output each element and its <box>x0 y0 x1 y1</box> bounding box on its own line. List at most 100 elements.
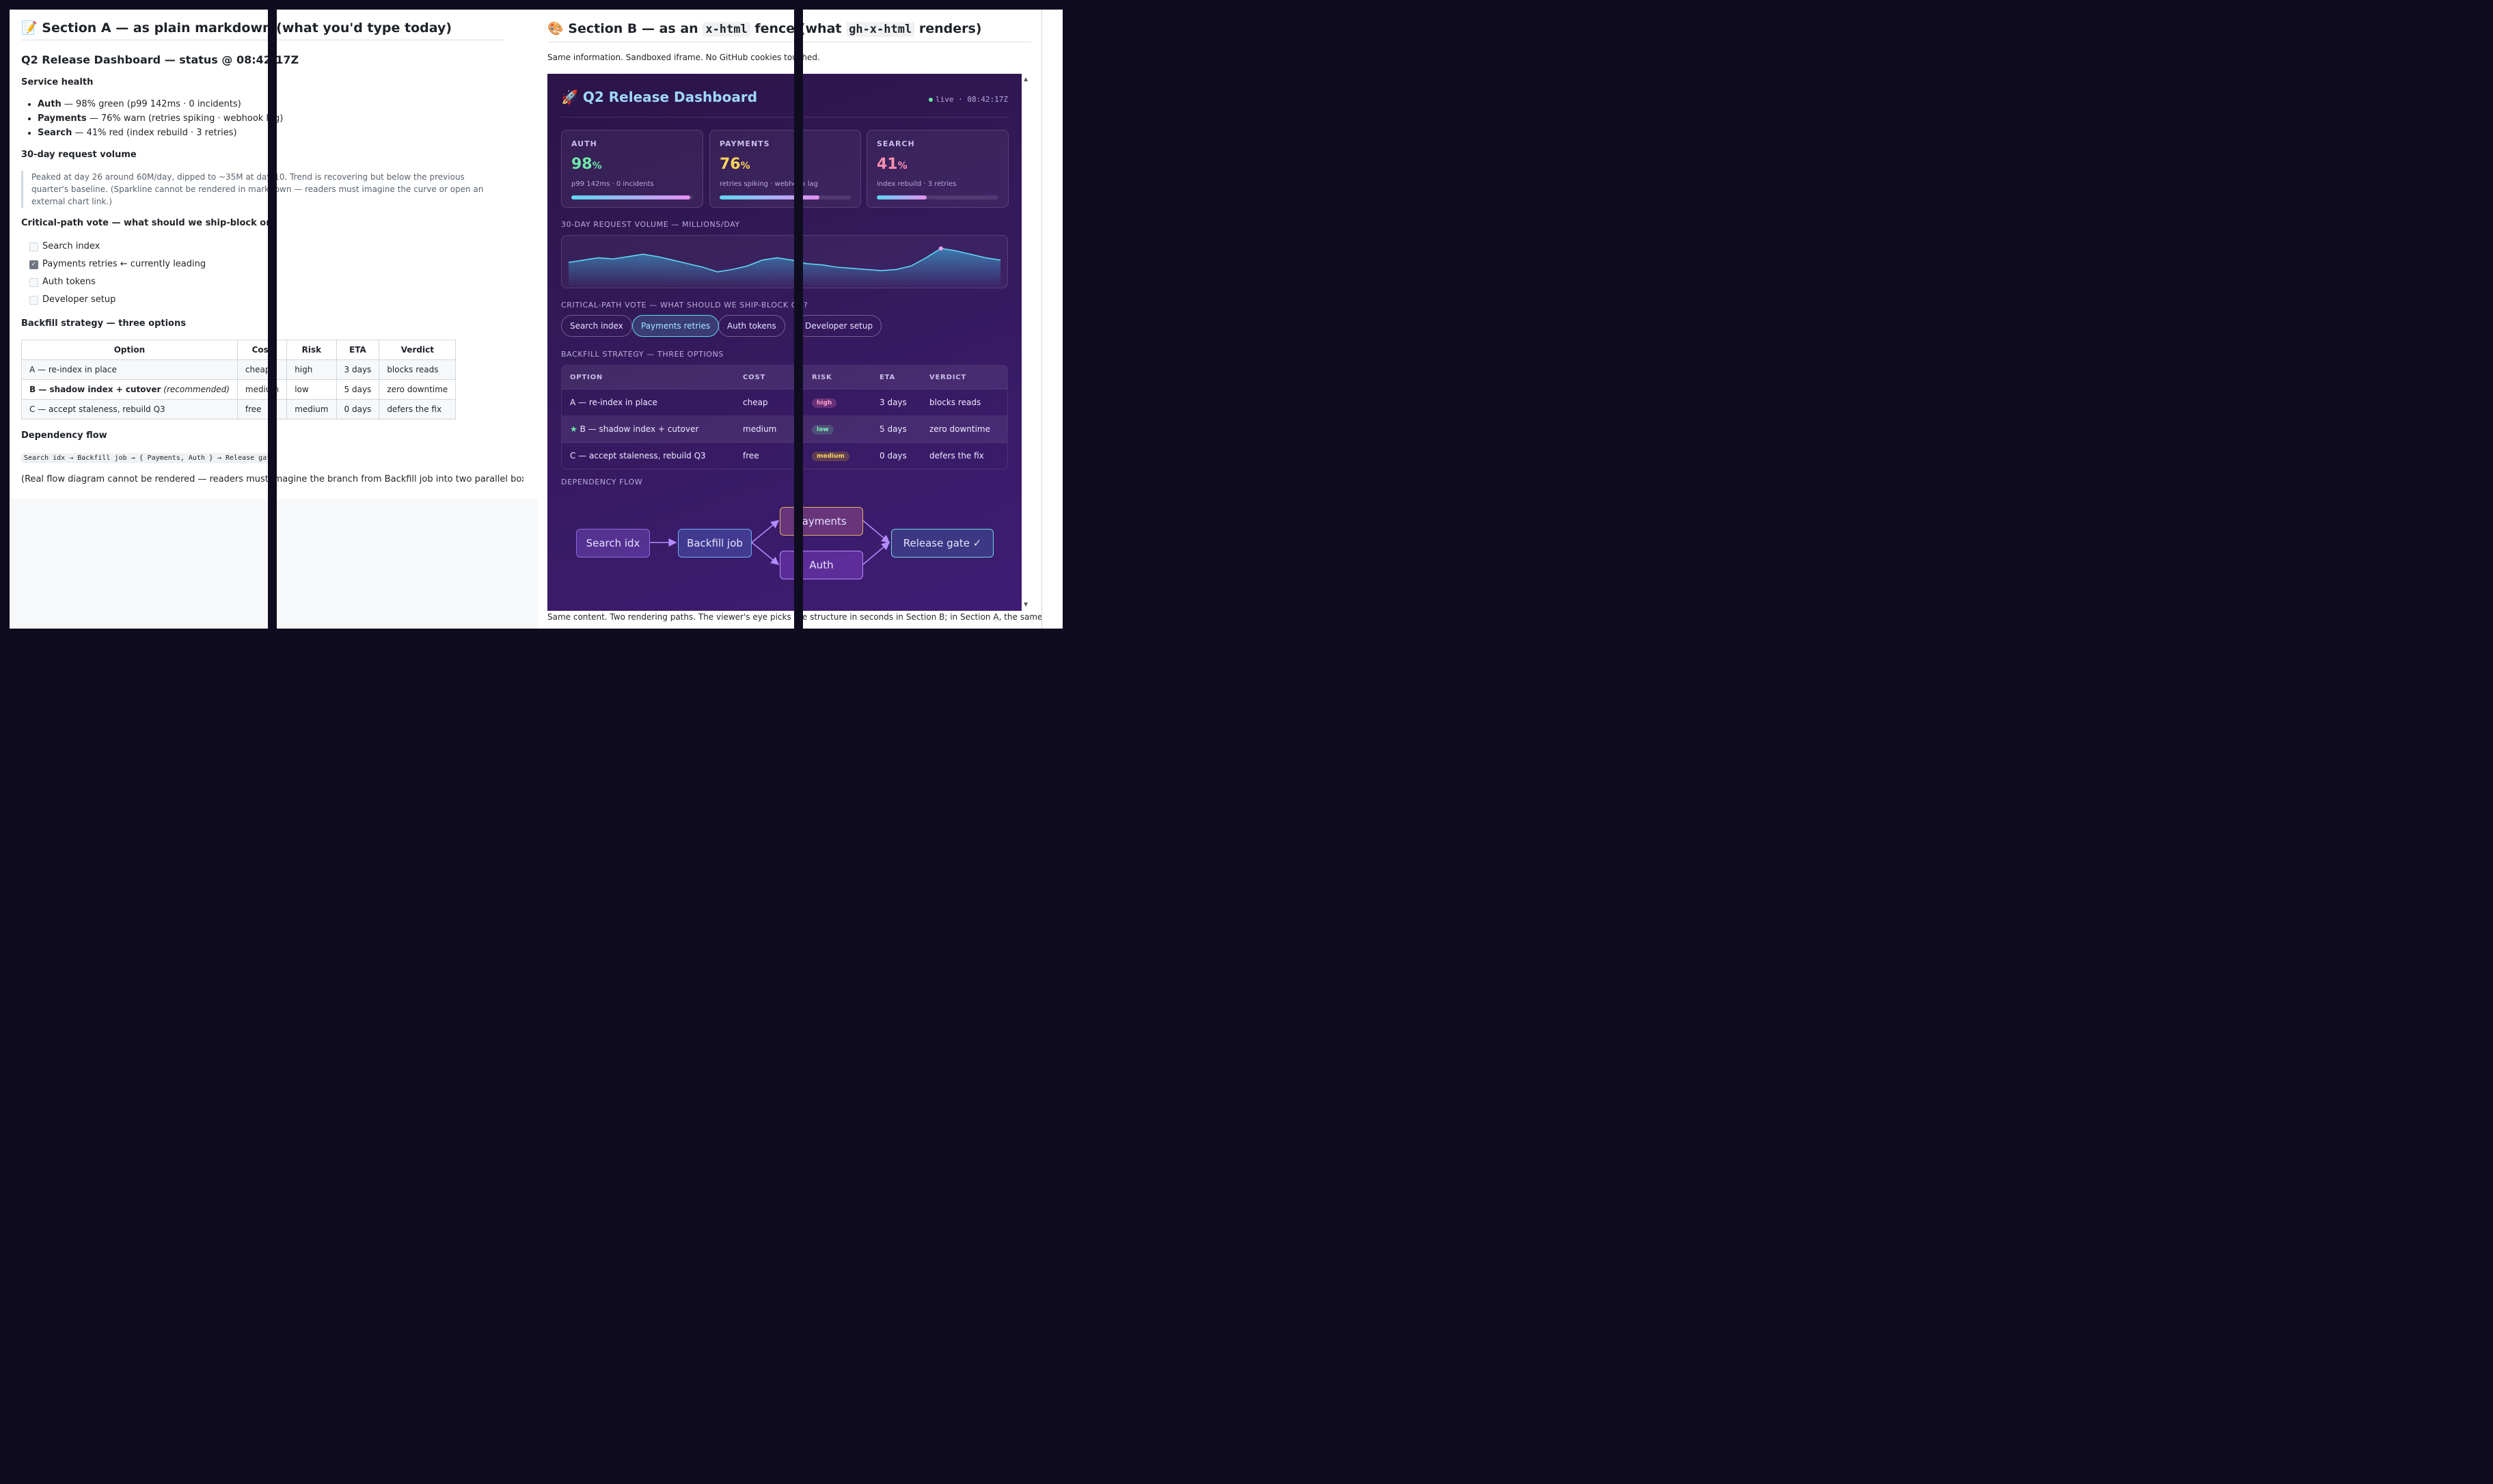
risk-badge: low <box>812 425 834 435</box>
table-cell: 0 days <box>871 442 921 469</box>
risk-badge: high <box>812 398 837 408</box>
table-cell: 3 days <box>871 389 921 416</box>
sparkline-chart <box>561 235 1008 288</box>
list-item: Payments — 76% warn (retries spiking · w… <box>38 113 283 124</box>
section-b-heading: 🎨 Section B — as an x-html fence (what g… <box>547 21 982 37</box>
table-cell: zero downtime <box>921 415 1007 443</box>
occluding-bar <box>268 10 277 629</box>
table-cell: blocks reads <box>921 389 1007 416</box>
table-cell: B — shadow index + cutover (recommended) <box>21 379 238 400</box>
table-cell: low <box>804 415 871 443</box>
column-header: ETA <box>336 340 380 360</box>
table-cell: medium <box>804 442 871 469</box>
card-sub: retries spiking · webhook lag <box>720 180 818 188</box>
list-item: Search — 41% red (index rebuild · 3 retr… <box>38 127 283 139</box>
section-a-heading: 📝 Section A — as plain markdown (what yo… <box>21 20 452 36</box>
right-edge-panel <box>1041 10 1063 629</box>
table-cell: ★ B — shadow index + cutover <box>562 415 735 443</box>
list-item: Auth — 98% green (p99 142ms · 0 incident… <box>38 98 283 110</box>
series-area <box>569 248 1000 288</box>
card-value: 41% <box>877 156 908 173</box>
table-cell: zero downtime <box>379 379 457 400</box>
scroll-up-icon[interactable]: ▲ <box>1024 76 1028 82</box>
health-heading: Service health <box>21 77 94 87</box>
card-sub: p99 142ms · 0 incidents <box>571 180 654 188</box>
flow-edge <box>862 520 890 543</box>
vote-label-search: Search index <box>42 241 100 251</box>
table-cell: C — accept staleness, rebuild Q3 <box>21 399 238 420</box>
flow-node-release: Release gate ✓ <box>891 529 994 558</box>
progress-track <box>571 195 693 200</box>
card-value: 76% <box>720 156 750 173</box>
flow-arrows <box>650 520 890 565</box>
card-auth: AUTH 98% p99 142ms · 0 incidents <box>561 130 703 208</box>
vote-label-payments: Payments retries ← currently leading <box>42 259 206 269</box>
flow-node-payments: Payments <box>780 507 863 536</box>
sparkline-svg <box>568 246 1001 288</box>
table-cell: low <box>286 379 337 400</box>
vote-checkbox-payments[interactable]: ✓ <box>29 260 38 269</box>
card-sub: index rebuild · 3 retries <box>877 180 957 188</box>
column-header: ETA <box>871 366 921 389</box>
table-cell: cheap <box>735 389 804 416</box>
table-cell: defers the fix <box>921 442 1007 469</box>
table-cell: A — re-index in place <box>21 359 238 380</box>
table-cell: 5 days <box>871 415 921 443</box>
vote-label-auth: Auth tokens <box>42 277 96 287</box>
table-cell: C — accept staleness, rebuild Q3 <box>562 442 735 469</box>
table-cell: 5 days <box>336 379 380 400</box>
table-row: C — accept staleness, rebuild Q3 free me… <box>562 442 1007 469</box>
dashboard-iframe[interactable]: 🚀 Q2 Release Dashboard live · 08:42:17Z … <box>547 74 1022 611</box>
vote-checkbox-search[interactable] <box>29 243 38 251</box>
card-search: SEARCH 41% index rebuild · 3 retries <box>867 130 1009 208</box>
vote-checkbox-dev[interactable] <box>29 296 38 305</box>
service-health-list: Auth — 98% green (p99 142ms · 0 incident… <box>27 98 283 141</box>
chip-search-index[interactable]: Search index <box>561 315 632 337</box>
column-header: RISK <box>804 366 871 389</box>
volume-quote: Peaked at day 26 around 60M/day, dipped … <box>21 171 496 208</box>
column-header: COST <box>735 366 804 389</box>
chip-developer-setup[interactable]: Developer setup <box>796 315 882 337</box>
scroll-down-icon[interactable]: ▼ <box>1024 601 1028 607</box>
vote-heading: Critical-path vote — what should we ship… <box>21 218 278 228</box>
flow-edge <box>862 542 890 565</box>
dashboard-title: 🚀 Q2 Release Dashboard <box>561 89 758 105</box>
iframe-scrollbar[interactable]: ▲ ▼ <box>1022 74 1031 611</box>
progress-fill <box>571 195 691 200</box>
section-b-intro: Same information. Sandboxed iframe. No G… <box>547 53 820 62</box>
flow-node-backfill: Backfill job <box>678 529 752 558</box>
backfill-table: Option Cost Risk ETA Verdict A — re-inde… <box>21 340 457 420</box>
table-row: B — shadow index + cutover (recommended)… <box>21 379 457 400</box>
table-cell: free <box>236 399 288 420</box>
star-icon: ★ <box>570 424 577 434</box>
chip-auth-tokens[interactable]: Auth tokens <box>718 315 785 337</box>
table-row: A — re-index in place cheap high 3 days … <box>21 359 457 380</box>
vote-checkbox-auth[interactable] <box>29 278 38 287</box>
chip-payments-retries[interactable]: Payments retries <box>632 315 720 337</box>
column-header: Risk <box>286 340 337 360</box>
column-header: Option <box>21 340 238 360</box>
line-gutter <box>523 10 538 499</box>
column-header: Cost <box>236 340 288 360</box>
card-key: AUTH <box>571 139 597 148</box>
table-row: C — accept staleness, rebuild Q3 free me… <box>21 399 457 420</box>
card-key: PAYMENTS <box>720 139 770 148</box>
flow-heading: Dependency flow <box>21 430 107 441</box>
table-cell: free <box>735 442 804 469</box>
table-row: ★ B — shadow index + cutover medium low … <box>562 415 1007 443</box>
backfill-heading: Backfill strategy — three options <box>21 318 186 329</box>
dashboard-table: OPTION COST RISK ETA VERDICT A — re-inde… <box>561 365 1008 469</box>
vote-label: CRITICAL-PATH VOTE — WHAT SHOULD WE SHIP… <box>561 301 808 310</box>
live-dot-icon <box>929 98 934 102</box>
card-key: SEARCH <box>877 139 915 148</box>
series-line <box>568 247 1001 273</box>
vote-label-dev: Developer setup <box>42 294 116 305</box>
risk-badge: medium <box>812 452 849 461</box>
table-cell: high <box>804 389 871 416</box>
table-cell: cheap <box>236 359 288 380</box>
table-cell: blocks reads <box>379 359 457 380</box>
flow-node-search: Search idx <box>576 529 650 558</box>
progress-fill <box>720 195 819 200</box>
table-cell: medium <box>286 399 337 420</box>
flow-code: Search idx → Backfill job → { Payments, … <box>21 453 278 463</box>
